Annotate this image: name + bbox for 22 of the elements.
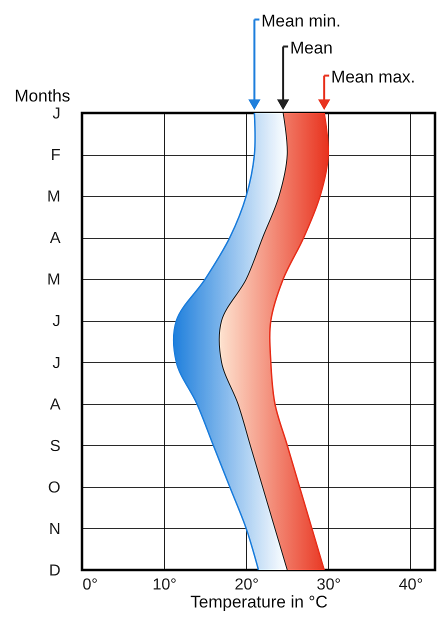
x-tick-label: 0° — [82, 576, 98, 594]
y-tick-label: D — [48, 562, 60, 580]
y-tick-label: O — [48, 479, 60, 496]
y-tick-label: J — [52, 106, 60, 122]
x-tick-label: 40° — [398, 576, 423, 594]
legend-label: Mean min. — [261, 12, 341, 31]
legend-label: Mean max. — [331, 68, 416, 87]
x-tick-label: 20° — [234, 576, 259, 594]
y-axis-title: Months — [14, 86, 70, 106]
x-tick-label: 10° — [152, 576, 177, 594]
y-tick-label: J — [52, 354, 60, 372]
y-tick-label: A — [50, 230, 61, 248]
y-tick-label: M — [47, 272, 60, 289]
y-tick-label: J — [52, 313, 60, 330]
x-tick-label: 30° — [316, 576, 341, 594]
y-tick-label: F — [50, 147, 61, 164]
y-tick-label: S — [50, 438, 60, 455]
y-tick-label: A — [50, 396, 61, 414]
y-tick-label: M — [47, 188, 60, 206]
y-tick-label: N — [48, 520, 60, 538]
x-axis-title: Temperature in °C — [190, 592, 328, 612]
legend-label: Mean — [290, 38, 333, 58]
